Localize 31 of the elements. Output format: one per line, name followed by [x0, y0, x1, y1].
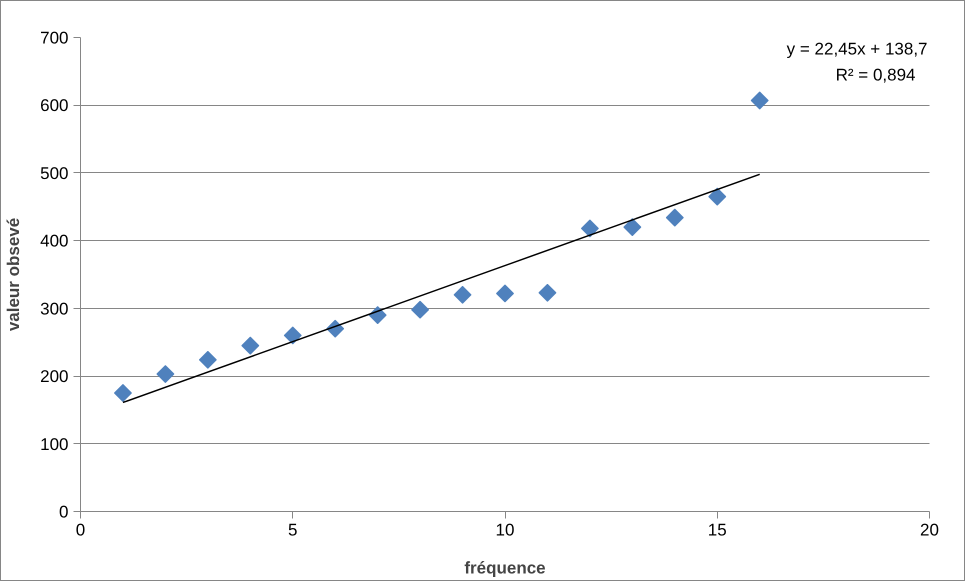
point — [580, 219, 599, 238]
y-tick-label: 400 — [40, 232, 69, 251]
x-tick-label: 5 — [288, 520, 298, 540]
point — [708, 188, 726, 206]
point — [411, 300, 430, 319]
x-axis-title: fréquence — [464, 558, 546, 578]
y-tick-label: 100 — [40, 434, 69, 454]
point — [454, 286, 472, 304]
y-axis-title: valeur obsevé — [4, 218, 24, 332]
point — [198, 350, 217, 369]
y-tick-label: 200 — [40, 367, 69, 386]
y-tick-label: 700 — [40, 28, 69, 48]
annotation: y = 22,45x + 138,7 — [786, 40, 928, 58]
point — [623, 218, 642, 236]
point — [156, 365, 174, 384]
y-tick-label: 300 — [40, 299, 69, 318]
y-tick-label: 500 — [40, 164, 69, 183]
x-tick-label: 15 — [708, 520, 727, 540]
point — [750, 91, 769, 110]
point — [496, 284, 514, 302]
y-tick-label: 600 — [40, 96, 69, 116]
annotation: R² = 0,894 — [836, 66, 916, 84]
point — [241, 336, 260, 355]
point — [284, 326, 302, 344]
point — [538, 284, 556, 302]
y-tick-label: 0 — [59, 502, 69, 522]
x-tick-label: 20 — [920, 520, 939, 540]
point — [114, 384, 132, 402]
x-tick-label: 0 — [76, 520, 86, 540]
x-tick-label: 10 — [496, 520, 514, 540]
point — [666, 208, 684, 227]
